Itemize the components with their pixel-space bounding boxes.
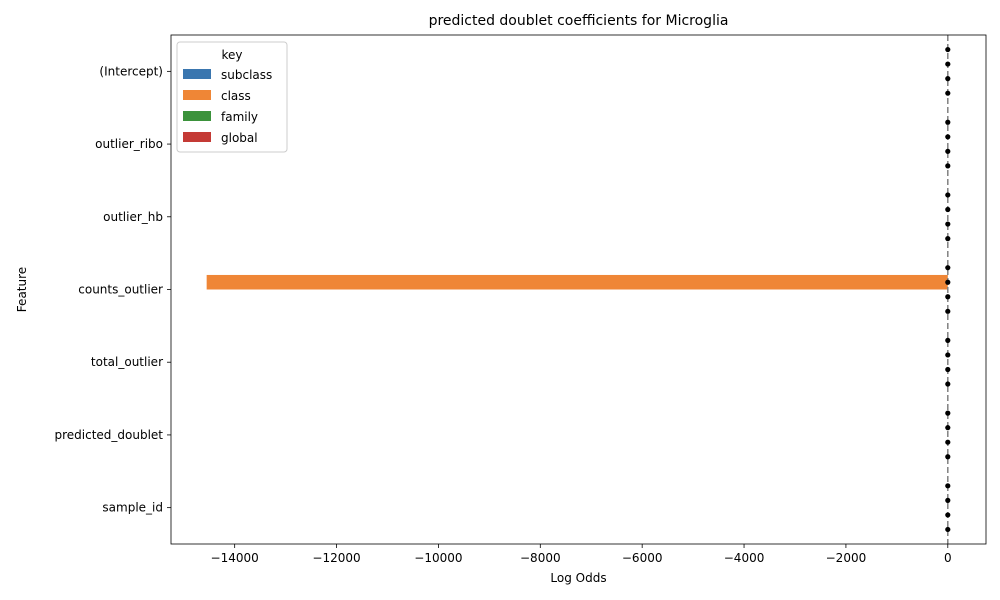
point-class-1	[945, 134, 951, 140]
plot-area: −14000 −12000 −10000 −8000 −6000 −4000 −2000 0 (…	[54, 34, 987, 565]
point-global-2	[945, 236, 951, 242]
x-tick-label: −4000	[724, 551, 765, 565]
point-family-4	[945, 366, 951, 373]
point-subclass-1	[945, 119, 951, 125]
point-family-0	[945, 76, 951, 82]
point-class-0	[945, 61, 951, 67]
legend-label-subclass: subclass	[221, 68, 272, 82]
point-global-6	[945, 526, 951, 533]
legend-swatch-subclass	[183, 69, 211, 79]
y-tick-label: (Intercept)	[99, 64, 163, 78]
x-tick-label: −14000	[211, 551, 259, 565]
point-family-6	[945, 512, 951, 518]
x-axis-title: Log Odds	[550, 571, 606, 585]
point-global-4	[945, 381, 951, 387]
point-global-5	[945, 454, 951, 460]
legend-label-global: global	[221, 131, 258, 145]
y-tick-label: sample_id	[102, 501, 163, 515]
y-tick-label: outlier_ribo	[95, 137, 163, 151]
chart-title: predicted doublet coefficients for Micro…	[429, 13, 729, 29]
bar-class-3	[206, 274, 948, 290]
point-subclass-2	[945, 192, 951, 198]
point-class-3	[945, 279, 951, 285]
point-subclass-4	[945, 337, 951, 343]
legend-title: key	[221, 48, 242, 62]
x-tick-label: −8000	[520, 551, 561, 565]
x-tick-label: −10000	[414, 551, 462, 565]
y-tick-label: outlier_hb	[103, 210, 163, 224]
x-tick-label: 0	[944, 551, 952, 565]
point-class-2	[945, 206, 951, 213]
point-family-1	[945, 148, 951, 154]
point-class-5	[945, 425, 951, 431]
point-class-4	[945, 352, 951, 358]
x-tick-label: −6000	[622, 551, 663, 565]
legend-label-class: class	[221, 89, 251, 103]
x-tick-label: −12000	[312, 551, 360, 565]
point-family-2	[945, 221, 951, 227]
y-tick-label: total_outlier	[91, 355, 163, 369]
y-tick-label: predicted_doublet	[54, 428, 163, 442]
legend-label-family: family	[221, 110, 258, 124]
point-family-5	[945, 439, 951, 445]
point-subclass-5	[945, 410, 951, 416]
point-global-0	[945, 90, 951, 96]
point-class-6	[945, 497, 951, 503]
point-subclass-3	[945, 265, 951, 271]
legend-swatch-family	[183, 111, 211, 121]
point-subclass-0	[945, 46, 951, 53]
legend-swatch-global	[183, 132, 211, 142]
legend: key subclass class family global	[176, 41, 288, 153]
y-tick-label: counts_outlier	[78, 283, 163, 297]
point-global-1	[945, 163, 951, 169]
point-global-3	[945, 308, 951, 314]
legend-swatch-class	[183, 90, 211, 100]
point-subclass-6	[945, 483, 951, 489]
x-tick-label: −2000	[826, 551, 867, 565]
point-family-3	[945, 294, 951, 300]
y-axis-title: Feature	[15, 267, 29, 312]
